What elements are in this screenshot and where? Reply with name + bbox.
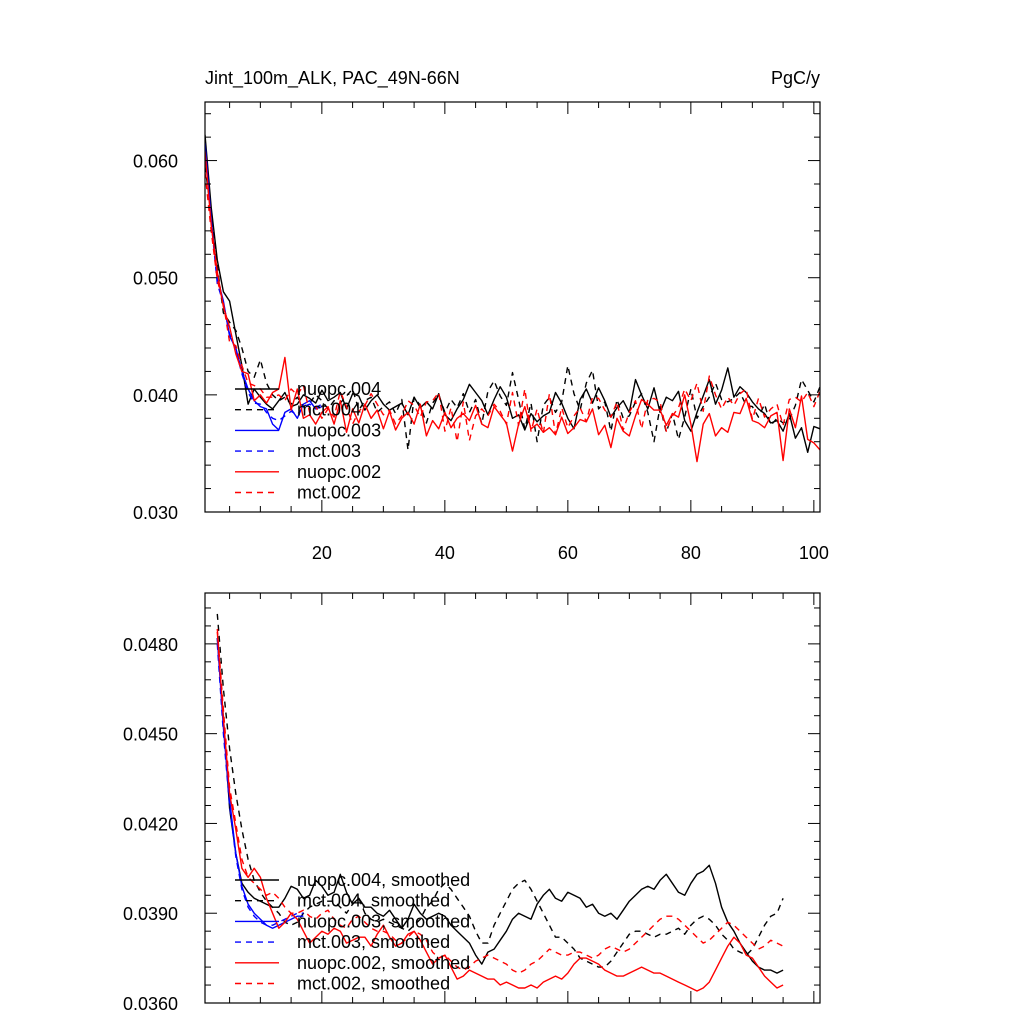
y-tick-label: 0.0360 bbox=[123, 994, 178, 1014]
x-tick-label: 100 bbox=[799, 543, 829, 563]
legend-label: nuopc.002 bbox=[297, 462, 381, 482]
y-tick-label: 0.040 bbox=[133, 386, 178, 406]
y-tick-label: 0.0420 bbox=[123, 814, 178, 834]
legend-label: mct.003 bbox=[297, 441, 361, 461]
series-line-bottom-mct-003-smoothed bbox=[216, 643, 304, 926]
legend-label: nuopc.004, smoothed bbox=[297, 870, 470, 890]
y-tick-label: 0.060 bbox=[133, 152, 178, 172]
series-line-bottom-mct-002-smoothed bbox=[216, 628, 784, 974]
series-line-top-mct-002 bbox=[205, 172, 820, 443]
top-legend: nuopc.004mct.004nuopc.003mct.003nuopc.00… bbox=[235, 379, 381, 503]
chart-units: PgC/y bbox=[771, 68, 820, 88]
legend-label: nuopc.003, smoothed bbox=[297, 911, 470, 931]
series-line-bottom-nuopc-004-smoothed bbox=[216, 637, 784, 974]
legend-label: mct.002 bbox=[297, 483, 361, 503]
bottom-series-layer bbox=[216, 613, 784, 992]
y-tick-label: 0.0480 bbox=[123, 635, 178, 655]
top-plot-frame bbox=[204, 101, 821, 513]
y-tick-label: 0.030 bbox=[133, 503, 178, 523]
legend-label: nuopc.003 bbox=[297, 420, 381, 440]
x-tick-label: 20 bbox=[312, 543, 332, 563]
series-line-bottom-mct-004-smoothed bbox=[216, 613, 784, 968]
top-panel: 0.030 0.040 0.050 0.060 20 40 60 80 100 nuopc.00… bbox=[133, 68, 829, 563]
y-tick-label: 0.050 bbox=[133, 269, 178, 289]
series-line-top-nuopc-004 bbox=[205, 134, 820, 453]
top-ticks: 0.030 0.040 0.050 0.060 20 40 60 80 100 bbox=[133, 102, 829, 563]
top-series-layer bbox=[205, 134, 820, 463]
legend-label: nuopc.002, smoothed bbox=[297, 953, 470, 973]
series-line-bottom-nuopc-003-smoothed bbox=[216, 637, 304, 929]
series-line-top-mct-004 bbox=[205, 166, 820, 451]
bottom-panel: 0.0360 0.0390 0.0420 0.0450 0.0480 nuopc.004… bbox=[123, 592, 821, 1014]
legend-label: mct.002, smoothed bbox=[297, 974, 450, 994]
chart-title: Jint_100m_ALK, PAC_49N-66N bbox=[205, 68, 460, 89]
x-tick-label: 60 bbox=[558, 543, 578, 563]
legend-label: mct.003, smoothed bbox=[297, 932, 450, 952]
series-line-bottom-nuopc-002-smoothed bbox=[216, 631, 784, 992]
y-tick-label: 0.0390 bbox=[123, 904, 178, 924]
x-tick-label: 80 bbox=[681, 543, 701, 563]
y-tick-label: 0.0450 bbox=[123, 725, 178, 745]
legend-label: nuopc.004 bbox=[297, 379, 381, 399]
bottom-ticks: 0.0360 0.0390 0.0420 0.0450 0.0480 bbox=[123, 593, 820, 1014]
legend-label: mct.004, smoothed bbox=[297, 891, 450, 911]
legend-label: mct.004 bbox=[297, 400, 361, 420]
series-line-top-nuopc-002 bbox=[205, 151, 820, 463]
x-tick-label: 40 bbox=[435, 543, 455, 563]
bottom-plot-frame bbox=[204, 592, 821, 1004]
